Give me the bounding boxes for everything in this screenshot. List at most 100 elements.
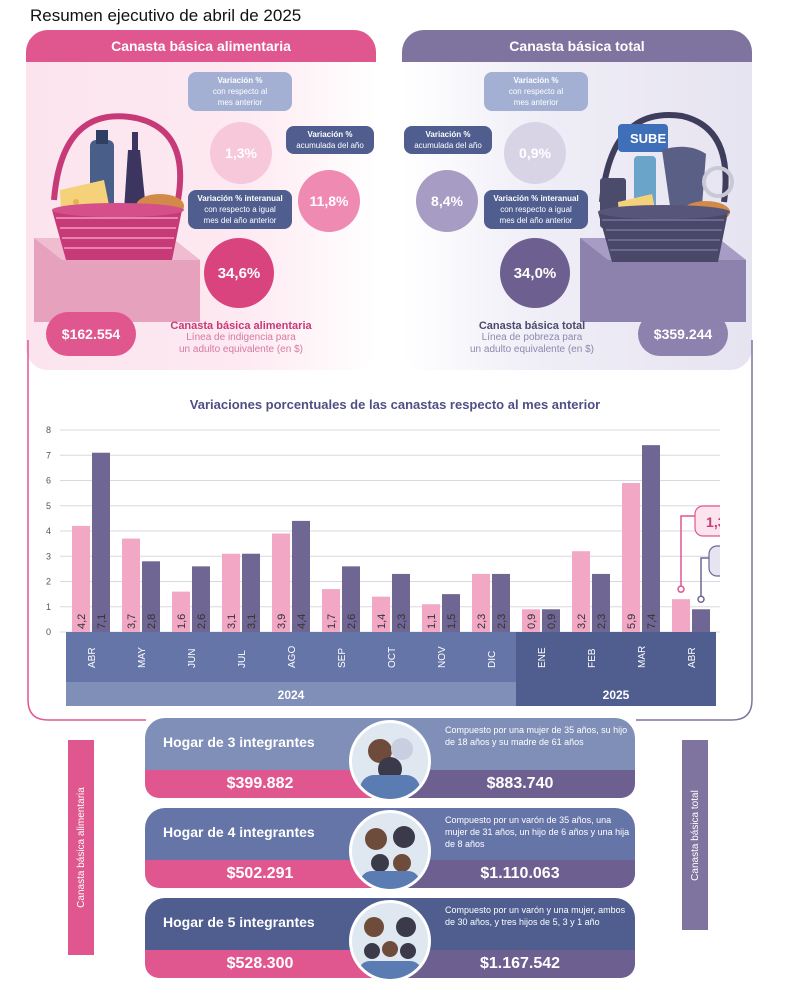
x-axis-band-2024 xyxy=(66,632,516,682)
bar-value-label: 7,4 xyxy=(646,614,658,629)
cbt-monthly-value: 0,9% xyxy=(504,122,566,184)
callout-dot-cbt xyxy=(697,595,705,604)
side-label-cbt: Canasta básica total xyxy=(682,740,708,930)
y-tick-label: 0 xyxy=(46,627,51,637)
bar-value-label: 5,9 xyxy=(626,614,638,629)
bar xyxy=(522,609,540,632)
y-tick-label: 4 xyxy=(46,526,51,536)
bar-value-label: 7,1 xyxy=(96,614,108,629)
family-avatar xyxy=(349,720,431,802)
bar xyxy=(492,573,510,632)
bar-value-label: 2,3 xyxy=(476,614,488,629)
callout-line-cba xyxy=(680,515,697,590)
cbt-amount: $359.244 xyxy=(638,312,728,356)
bar xyxy=(292,520,310,632)
page-title: Resumen ejecutivo de abril de 2025 xyxy=(30,6,302,25)
bar-value-label: 1,6 xyxy=(176,614,188,629)
bar-value-label: 4,2 xyxy=(76,614,88,629)
bar xyxy=(242,553,260,632)
household-cba-amount: $399.882 xyxy=(145,770,375,798)
x-tick-label: ABR xyxy=(687,647,698,668)
cbt-label: Canasta básica total Línea de pobreza pa… xyxy=(470,320,594,355)
bar xyxy=(672,599,690,632)
cba-yoy-value: 34,6% xyxy=(204,238,274,308)
bar xyxy=(692,609,710,632)
food-basket-illustration xyxy=(34,113,200,322)
household-description: Compuesto por un varón de 35 años, una m… xyxy=(445,815,630,849)
y-tick-label: 5 xyxy=(46,501,51,511)
y-tick-label: 1 xyxy=(46,602,51,612)
year-label-2024: 2024 xyxy=(278,688,305,702)
bar xyxy=(642,445,660,632)
bar-value-label: 2,6 xyxy=(346,614,358,629)
bar xyxy=(142,561,160,632)
bar xyxy=(342,566,360,632)
bar-value-label: 2,8 xyxy=(146,614,158,629)
cbt-accum-value: 8,4% xyxy=(416,170,478,232)
bar-value-label: 2,6 xyxy=(196,614,208,629)
cba-header: Canasta básica alimentaria xyxy=(26,30,376,62)
bar xyxy=(422,604,440,632)
household-5: Hogar de 5 integrantes Compuesto por un … xyxy=(145,898,635,982)
bar xyxy=(622,483,640,632)
year-band-2024 xyxy=(66,682,516,706)
bar-value-label: 3,1 xyxy=(246,614,258,629)
bar-value-label: 1,4 xyxy=(376,614,388,629)
side-label-cba: Canasta básica alimentaria xyxy=(68,740,94,955)
year-band-2025 xyxy=(516,682,716,706)
bar xyxy=(92,452,110,632)
callout-box-cbt xyxy=(708,545,720,577)
x-tick-label: MAR xyxy=(637,646,648,668)
sube-card-text: SUBE xyxy=(630,131,666,146)
cba-amount: $162.554 xyxy=(46,312,136,356)
bar-value-label: 3,1 xyxy=(226,614,238,629)
cbt-panel: Canasta básica total SUBE Variación % con… xyxy=(402,30,752,370)
cbt-yoy-value: 34,0% xyxy=(500,238,570,308)
household-cbt-amount: $1.110.063 xyxy=(405,860,635,888)
bar-value-label: 2,3 xyxy=(396,614,408,629)
bar-value-label: 3,7 xyxy=(126,614,138,629)
y-tick-label: 6 xyxy=(46,476,51,486)
cba-monthly-tag: Variación % con respecto al mes anterior xyxy=(188,72,292,111)
household-name: Hogar de 5 integrantes xyxy=(163,914,315,930)
bar xyxy=(392,573,410,632)
cba-accum-value: 11,8% xyxy=(298,170,360,232)
cba-yoy-tag: Variación % interanual con respecto a igu… xyxy=(188,190,292,229)
goods-basket-illustration: SUBE xyxy=(580,112,746,322)
bar xyxy=(222,553,240,632)
y-tick-label: 3 xyxy=(46,551,51,561)
bar-value-label: 4,4 xyxy=(296,614,308,629)
bar xyxy=(192,566,210,632)
x-tick-label: SEP xyxy=(337,648,348,668)
cbt-yoy-tag: Variación % interanual con respecto a igu… xyxy=(484,190,588,229)
x-tick-label: MAY xyxy=(137,647,148,668)
household-name: Hogar de 4 integrantes xyxy=(163,824,315,840)
bar-value-label: 0,9 xyxy=(526,614,538,629)
bar xyxy=(472,573,490,632)
monthly-variation-chart: 0 1 2 3 4 5 6 7 8 2024 2025 4,2 7,1 ABR 3,7 2,8 MAY 1,6 2,… xyxy=(46,425,720,706)
cbt-header: Canasta básica total xyxy=(402,30,752,62)
household-3: Hogar de 3 integrantes Compuesto por una… xyxy=(145,718,635,802)
x-tick-label: FEB xyxy=(587,648,598,668)
x-tick-label: NOV xyxy=(437,646,448,668)
callout-line-cbt xyxy=(700,557,711,600)
x-tick-label: DIC xyxy=(487,651,498,668)
household-cbt-amount: $883.740 xyxy=(405,770,635,798)
callout-box-cba xyxy=(694,505,720,537)
bar xyxy=(572,551,590,632)
bar-value-label: 1,5 xyxy=(446,614,458,629)
bar-value-label: 2,3 xyxy=(596,614,608,629)
household-cba-amount: $502.291 xyxy=(145,860,375,888)
year-label-2025: 2025 xyxy=(603,688,630,702)
cba-panel: Canasta básica alimentaria Variación % co… xyxy=(26,30,376,370)
bar-value-label: 3,2 xyxy=(576,614,588,629)
cba-monthly-value: 1,3% xyxy=(210,122,272,184)
bar-value-label: 1,7 xyxy=(326,614,338,629)
bar xyxy=(172,591,190,632)
family-avatar xyxy=(349,900,431,982)
family-avatar xyxy=(349,810,431,892)
x-tick-label: AGO xyxy=(287,646,298,668)
chart-title: Variaciones porcentuales de las canastas… xyxy=(189,397,601,412)
cba-label: Canasta básica alimentaria Línea de indi… xyxy=(170,320,312,355)
